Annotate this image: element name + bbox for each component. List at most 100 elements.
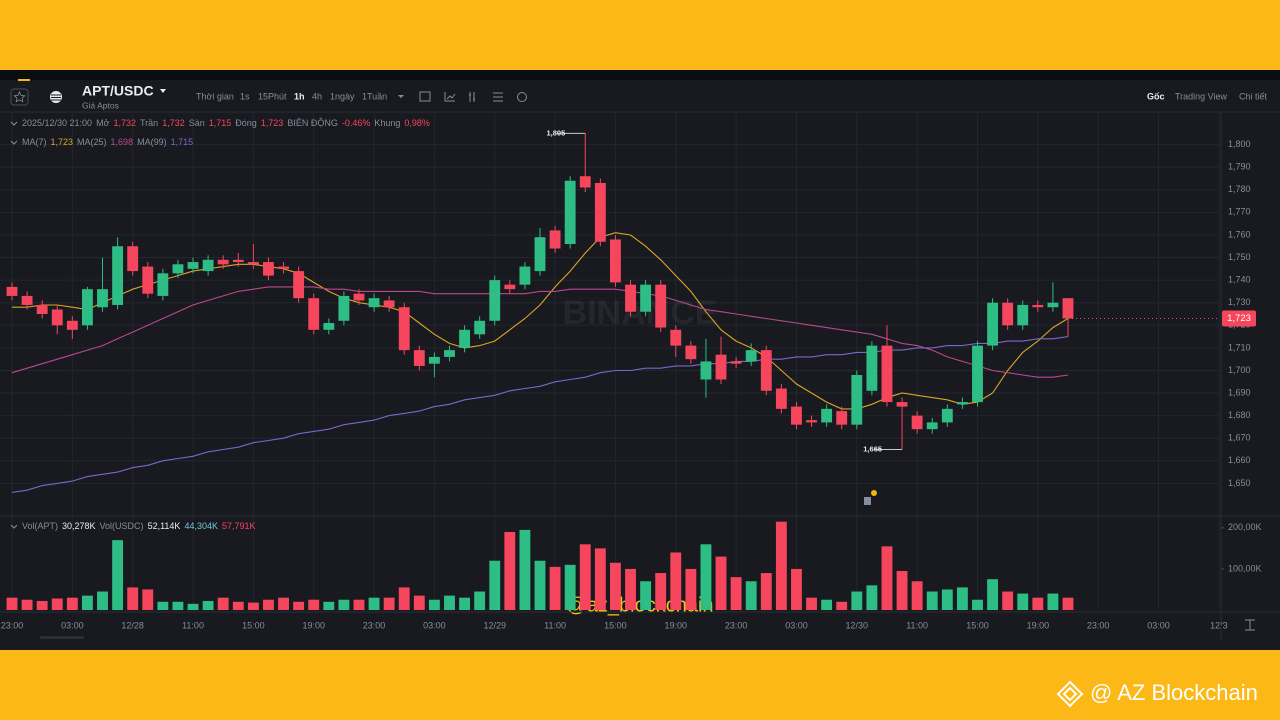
volume-bar [66, 597, 78, 610]
interval[interactable]: 15Phút [258, 91, 287, 101]
volume-bar [428, 599, 440, 610]
axis-toggle[interactable] [1245, 619, 1255, 631]
row-item: 52,114K [148, 521, 181, 531]
volume-bar [821, 599, 833, 610]
y-tick-label: 1,710 [1228, 342, 1251, 352]
y-tick-label: 1,770 [1228, 207, 1251, 217]
view-option[interactable]: Gốc [1147, 91, 1165, 101]
volume-bar [760, 573, 772, 610]
interval[interactable]: Thời gian [196, 91, 234, 101]
y-tick-label: 1,760 [1228, 229, 1251, 239]
volume-bar [640, 581, 652, 610]
x-tick-label: 19:00 [1027, 620, 1050, 630]
candle-body [66, 320, 78, 330]
x-tick-label: 03:00 [785, 620, 808, 630]
watermark: BINANCE [563, 294, 718, 332]
volume-bar [263, 599, 274, 610]
y-tick-label: 1,780 [1228, 184, 1251, 194]
volume-bar [202, 600, 214, 610]
volume-bar [911, 581, 923, 610]
vol-row: Vol(APT) 30,278K Vol(USDC) 52,114K 44,304K 57… [22, 521, 256, 531]
y-tick-label: 1,800 [1228, 139, 1251, 149]
volume-bar [187, 603, 199, 610]
tab-marker [18, 79, 30, 81]
candle-body [972, 345, 983, 403]
candle-body [670, 329, 682, 346]
indicator-icon[interactable] [444, 92, 456, 102]
interval[interactable]: 4h [312, 91, 322, 101]
candle-body [625, 284, 636, 312]
row-item: Đóng [235, 118, 257, 128]
candle-body [232, 259, 244, 263]
volume-bar [926, 591, 938, 610]
candle-body [775, 388, 787, 409]
row-item: Trần [140, 118, 158, 128]
volume-bar [1002, 591, 1014, 610]
candle-body [247, 262, 259, 265]
volume-bar [81, 595, 93, 610]
settings-icon[interactable] [517, 92, 527, 102]
interval[interactable]: 1Tuần [362, 91, 387, 101]
y-tick-label: 1,670 [1228, 433, 1251, 443]
candle-body [81, 289, 93, 326]
view-option[interactable]: Trading View [1175, 91, 1228, 101]
candle-body [474, 320, 486, 335]
volume-bar [474, 591, 486, 610]
candle-body [217, 259, 229, 265]
interval-dropdown[interactable] [398, 95, 404, 98]
candle-body [609, 239, 621, 283]
volume-bar [791, 568, 802, 610]
y-tick-label: 1,750 [1228, 252, 1251, 262]
candle-body [987, 302, 999, 346]
vol-tick-label: 200,00K [1228, 522, 1262, 532]
interval[interactable]: 1ngày [330, 91, 355, 101]
row-item: 1,732 [162, 118, 185, 128]
layout-icon[interactable] [493, 92, 503, 102]
x-tick-label: 11:00 [544, 620, 566, 630]
volume-bar [745, 581, 757, 610]
volume-bar [51, 598, 63, 610]
volume-bar [489, 560, 501, 610]
x-tick-label: 12/29 [483, 620, 506, 630]
symbol[interactable]: APT/USDC [82, 83, 154, 99]
candle-body [489, 280, 501, 321]
star-icon [13, 91, 26, 103]
volume-bar [293, 601, 305, 610]
candle-body [142, 266, 154, 294]
calendar-icon[interactable] [419, 91, 431, 102]
symbol-subtitle: Giá Aptos [82, 100, 119, 110]
x-tick-label: 23:00 [363, 620, 386, 630]
candle-body [459, 329, 471, 348]
y-tick-label: 1,660 [1228, 455, 1251, 465]
volume-bar [956, 587, 968, 610]
interval[interactable]: 1h [294, 91, 305, 101]
x-tick-label: 11:00 [182, 620, 204, 630]
candle-body [1062, 298, 1074, 319]
view-option[interactable]: Chi tiết [1239, 91, 1268, 101]
scrollbar[interactable] [40, 636, 84, 639]
toolbar-icons [419, 91, 527, 102]
candle-body [579, 176, 591, 188]
row-item: Mở [96, 118, 109, 128]
ohlc-row: 2025/12/30 21:00 Mở 1,732 Trần 1,732 Sàn 1,715… [22, 118, 430, 128]
candle-body [97, 289, 108, 308]
star-button[interactable] [10, 88, 29, 106]
symbol-dropdown[interactable] [160, 89, 166, 93]
collapse-arrow [10, 121, 18, 529]
candle-body [881, 345, 893, 403]
volume-bar [564, 564, 576, 610]
candle-body [1017, 304, 1029, 326]
footer-logo [1056, 680, 1084, 708]
last-price-tag [1222, 310, 1256, 327]
volume-bar [21, 599, 33, 610]
x-tick-label: 23:00 [1, 620, 24, 630]
candle-body [730, 361, 742, 364]
volume-bar [1047, 593, 1059, 610]
candle-body [836, 411, 848, 425]
event-icon[interactable] [864, 497, 871, 505]
candle-icon[interactable] [469, 92, 475, 102]
interval[interactable]: 1s [240, 91, 250, 101]
x-tick-label: 03:00 [1147, 620, 1170, 630]
candle-body [896, 402, 908, 407]
volume-bar [323, 601, 335, 610]
